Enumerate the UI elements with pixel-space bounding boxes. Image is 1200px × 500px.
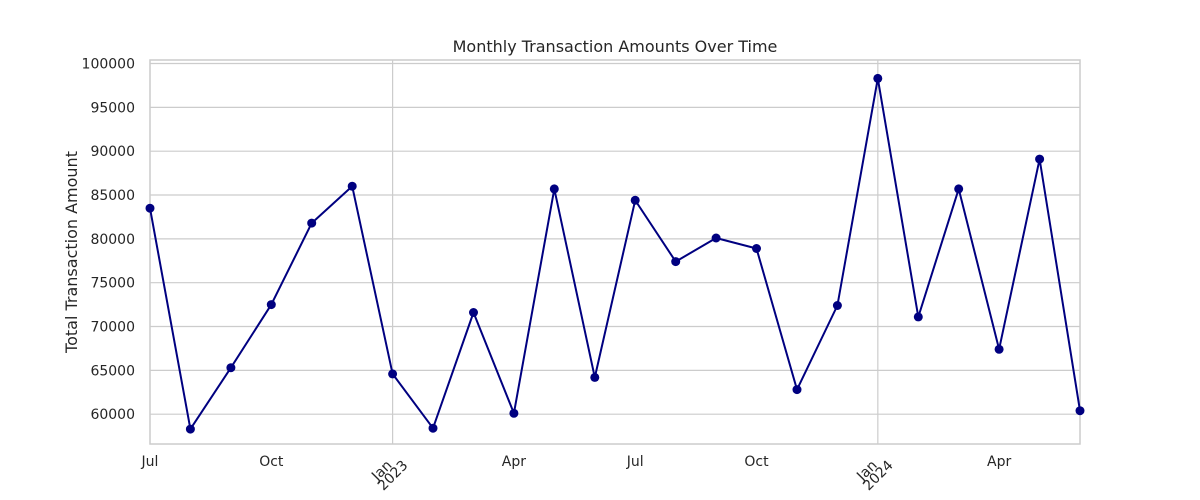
data-point — [145, 203, 155, 213]
data-point — [711, 233, 721, 243]
y-axis-title: Total Transaction Amount — [62, 151, 81, 354]
x-tick-label: Oct — [744, 454, 769, 470]
data-point — [428, 423, 438, 433]
data-point — [549, 184, 559, 194]
data-point — [630, 195, 640, 205]
x-tick-label: Jul — [141, 454, 159, 470]
y-tick-label: 100000 — [82, 57, 135, 73]
x-tick-label: Apr — [502, 454, 526, 470]
data-point — [954, 184, 964, 194]
y-tick-label: 90000 — [90, 144, 135, 160]
data-point — [469, 308, 478, 317]
y-tick-label: 70000 — [90, 320, 135, 336]
y-tick-label: 60000 — [90, 407, 135, 423]
x-tick-label: Oct — [259, 454, 284, 470]
y-tick-label: 80000 — [90, 232, 135, 248]
grid-lines — [150, 60, 1080, 444]
data-point — [752, 244, 761, 253]
y-axis-ticks: 60000 65000 70000 75000 80000 85000 90000 95000… — [82, 57, 135, 424]
data-point — [185, 424, 195, 434]
plot-area-frame — [149, 59, 1081, 445]
data-point — [994, 344, 1004, 354]
y-tick-label: 65000 — [90, 363, 135, 379]
data-point — [509, 408, 519, 418]
series-layer — [145, 73, 1085, 434]
data-point — [792, 385, 802, 395]
data-point — [388, 369, 398, 379]
data-point — [873, 73, 883, 83]
data-point — [590, 372, 600, 382]
data-point — [671, 257, 681, 267]
data-point — [1035, 154, 1045, 164]
data-point — [347, 181, 357, 191]
data-point — [832, 301, 842, 310]
y-tick-label: 95000 — [90, 100, 135, 116]
y-tick-label: 75000 — [90, 276, 135, 292]
data-point — [913, 312, 923, 322]
series-line — [149, 77, 1081, 431]
data-point — [307, 218, 317, 228]
x-tick-label: Jul — [626, 454, 644, 470]
chart-title: Monthly Transaction Amounts Over Time — [453, 37, 778, 56]
y-tick-label: 85000 — [90, 188, 135, 204]
data-point — [226, 363, 236, 373]
data-point — [266, 300, 276, 310]
x-tick-label: Apr — [987, 454, 1011, 470]
data-point — [1075, 406, 1085, 416]
